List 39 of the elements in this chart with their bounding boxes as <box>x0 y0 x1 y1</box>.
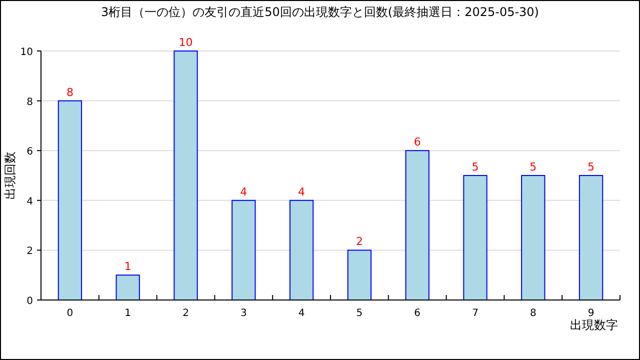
data-label: 1 <box>124 260 132 274</box>
bar <box>116 274 140 300</box>
bar <box>289 200 314 300</box>
y-tick-label: 2 <box>26 246 33 258</box>
x-tick-label: 9 <box>588 308 594 319</box>
data-label: 5 <box>472 160 479 174</box>
data-label: 5 <box>588 160 595 174</box>
bar <box>578 175 604 300</box>
x-tick-label: 8 <box>530 308 536 319</box>
x-tick-label: 4 <box>298 308 305 319</box>
x-tick-label: 5 <box>356 308 363 319</box>
y-tick-label: 6 <box>26 146 33 158</box>
y-tick-label: 4 <box>26 196 33 208</box>
bar <box>232 200 256 300</box>
y-tick-label: 0 <box>26 296 33 307</box>
bar <box>347 250 372 300</box>
data-label: 2 <box>356 235 363 248</box>
data-label: 4 <box>240 185 248 198</box>
x-tick-label: 3 <box>240 308 247 319</box>
y-tick-label: 10 <box>20 47 33 58</box>
y-axis-title: 出現回数 <box>3 152 17 200</box>
bar <box>174 50 198 300</box>
x-tick-label: 7 <box>472 308 478 319</box>
data-label: 5 <box>530 160 537 174</box>
bar <box>405 150 430 300</box>
x-tick-label: 1 <box>124 308 132 319</box>
data-label: 4 <box>298 185 306 198</box>
x-tick-label: 2 <box>182 308 189 319</box>
bar <box>58 100 82 300</box>
bar <box>463 175 488 300</box>
chart-title: 3桁目（一の位）の友引の直近50回の出現数字と回数(最終抽選日：2025-05-30) <box>100 5 540 19</box>
bar <box>521 175 546 300</box>
x-axis-title: 出現数字 <box>570 318 618 332</box>
data-label: 10 <box>178 36 193 49</box>
y-tick-label: 8 <box>26 96 33 108</box>
x-tick-label: 0 <box>66 308 74 319</box>
x-tick-label: 6 <box>414 308 421 319</box>
data-label: 6 <box>414 136 421 149</box>
data-label: 8 <box>66 86 74 99</box>
